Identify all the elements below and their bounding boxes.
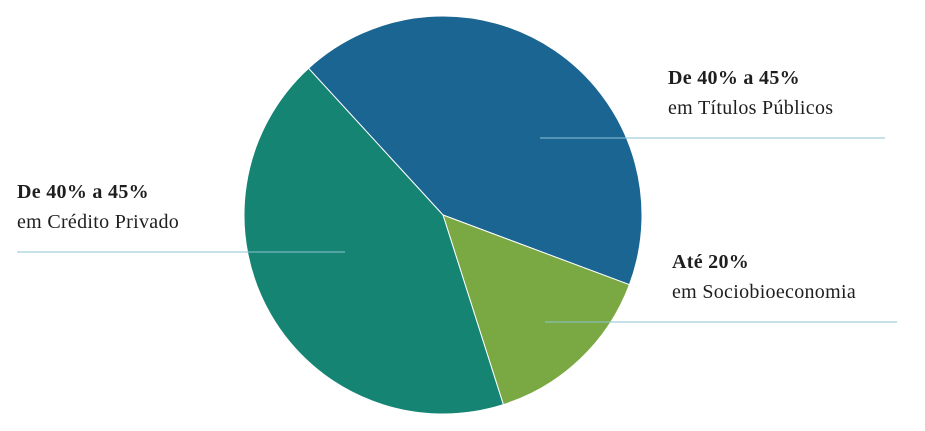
slice-label: em Títulos Públicos: [668, 97, 833, 119]
pie-slice: [442, 214, 631, 406]
slice-heading: De 40% a 45%: [17, 181, 149, 203]
pie-slice: [307, 15, 643, 286]
pie-slice: [243, 67, 504, 415]
slice-heading: De 40% a 45%: [668, 67, 800, 89]
labels: De 40% a 45% em Títulos Públicos Até 20% em…: [17, 67, 897, 323]
slice-label: em Crédito Privado: [17, 211, 179, 233]
slice-label: em Sociobioeconomia: [672, 281, 856, 303]
slice-heading: Até 20%: [672, 251, 749, 273]
pie: [243, 15, 643, 415]
